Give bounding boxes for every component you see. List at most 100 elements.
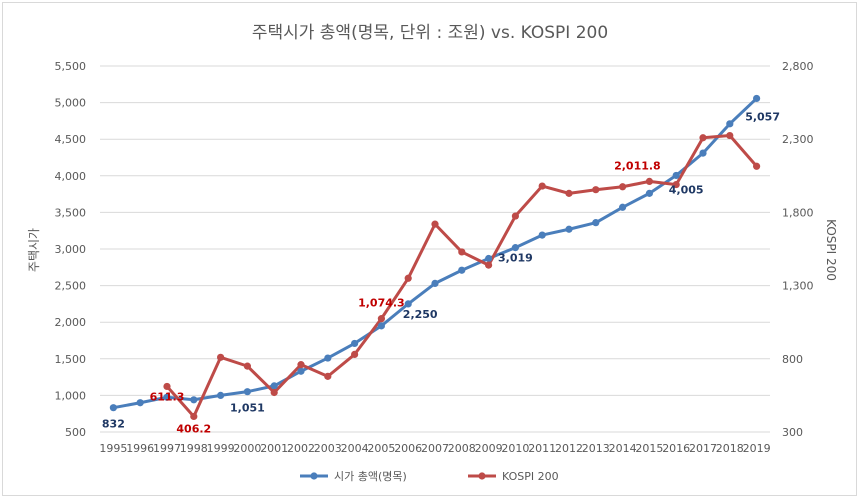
series-points xyxy=(109,94,761,421)
data-label: 832 xyxy=(102,418,125,431)
data-label: 2,011.8 xyxy=(614,159,661,172)
series-point-0 xyxy=(190,396,198,404)
series-point-1 xyxy=(538,182,546,190)
right-axis-label: KOSPI 200 xyxy=(824,219,838,281)
series-point-1 xyxy=(377,315,385,323)
left-axis-label: 주택시가 xyxy=(27,228,41,272)
right-tick-label: 1,800 xyxy=(782,206,814,219)
series-point-0 xyxy=(538,231,546,239)
series-point-0 xyxy=(324,354,332,362)
data-label: 4,005 xyxy=(669,183,704,196)
series-lines xyxy=(113,97,758,418)
series-point-0 xyxy=(431,279,439,288)
x-tick-label: 2007 xyxy=(421,442,449,455)
x-tick-label: 2002 xyxy=(287,442,315,455)
x-tick-label: 2013 xyxy=(582,442,610,455)
data-label: 2,250 xyxy=(403,308,438,321)
data-label: 5,057 xyxy=(745,110,780,123)
series-point-1 xyxy=(404,274,412,282)
data-label: 1,051 xyxy=(230,402,265,415)
series-point-0 xyxy=(726,120,734,128)
x-tick-label: 2009 xyxy=(475,442,503,455)
x-tick-label: 2017 xyxy=(689,442,717,455)
x-tick-label: 1996 xyxy=(126,442,154,455)
x-tick-label: 2019 xyxy=(743,442,771,455)
legend-marker-0 xyxy=(310,472,318,480)
series-point-0 xyxy=(753,94,761,103)
right-tick-label: 1,300 xyxy=(782,280,814,293)
data-label: 406.2 xyxy=(176,422,211,435)
left-tick-label: 4,000 xyxy=(55,170,87,183)
legend-marker-1 xyxy=(478,472,486,480)
series-point-0 xyxy=(619,203,627,211)
series-point-1 xyxy=(431,220,439,228)
data-labels: 832 1,051 2,250 3,019 4,005 5,057 611.3 406.2 1,… xyxy=(102,110,780,435)
data-label: 1,074.3 xyxy=(358,297,405,310)
x-tick-label: 1997 xyxy=(153,442,181,455)
left-tick-label: 4,500 xyxy=(55,133,87,146)
left-tick-label: 1,500 xyxy=(55,353,87,366)
legend-label: 시가 총액(명목) xyxy=(334,470,407,483)
series-point-0 xyxy=(485,254,493,263)
series-point-0 xyxy=(592,219,600,227)
chart-title: 주택시가 총액(명목, 단위 : 조원) vs. KOSPI 200 xyxy=(252,23,608,43)
series-point-1 xyxy=(565,189,573,197)
legend-label: KOSPI 200 xyxy=(502,470,559,483)
data-label: 3,019 xyxy=(498,252,533,265)
series-point-1 xyxy=(726,131,734,140)
series-point-1 xyxy=(672,180,680,189)
series-point-0 xyxy=(217,391,225,399)
legend: 시가 총액(명목) KOSPI 200 xyxy=(300,470,559,483)
series-point-0 xyxy=(404,300,412,308)
series-point-1 xyxy=(297,361,305,369)
series-point-0 xyxy=(645,189,654,197)
series-point-1 xyxy=(699,134,707,142)
left-axis-ticks: 500 1,000 1,500 2,000 2,500 3,000 3,500 4,000 4,… xyxy=(55,60,87,439)
left-tick-label: 2,500 xyxy=(55,280,87,293)
x-tick-label: 1995 xyxy=(99,442,127,455)
series-line-0 xyxy=(113,97,758,410)
x-tick-label: 2015 xyxy=(635,442,663,455)
x-tick-label: 2004 xyxy=(341,442,369,455)
left-tick-label: 5,000 xyxy=(55,97,87,110)
series-point-1 xyxy=(485,261,493,269)
x-tick-label: 2000 xyxy=(233,442,261,455)
left-tick-label: 3,000 xyxy=(55,243,87,256)
x-tick-label: 2005 xyxy=(367,442,395,455)
left-tick-label: 500 xyxy=(65,426,86,439)
series-point-0 xyxy=(136,399,144,407)
right-tick-label: 300 xyxy=(782,426,803,439)
x-tick-label: 2008 xyxy=(448,442,476,455)
left-tick-label: 2,000 xyxy=(55,316,87,329)
data-label: 611.3 xyxy=(150,390,185,403)
right-tick-label: 2,300 xyxy=(782,133,814,146)
x-tick-label: 1998 xyxy=(180,442,208,455)
series-point-1 xyxy=(619,183,627,191)
x-tick-label: 2012 xyxy=(555,442,583,455)
series-point-1 xyxy=(324,372,332,380)
series-point-1 xyxy=(351,350,359,359)
x-tick-label: 2011 xyxy=(528,442,556,455)
series-point-0 xyxy=(458,266,466,274)
right-tick-label: 2,800 xyxy=(782,60,814,73)
x-tick-label: 2018 xyxy=(716,442,744,455)
x-tick-label: 2014 xyxy=(609,442,637,455)
series-point-1 xyxy=(190,412,198,421)
gridlines xyxy=(100,65,770,433)
series-point-0 xyxy=(511,244,519,252)
x-axis-ticks: 1995199619971998199920002001200220032004… xyxy=(99,442,770,455)
x-tick-label: 2016 xyxy=(662,442,690,455)
series-point-0 xyxy=(672,171,680,180)
series-point-1 xyxy=(511,212,519,220)
series-point-0 xyxy=(163,393,171,401)
left-tick-label: 3,500 xyxy=(55,206,87,219)
series-point-1 xyxy=(753,162,761,170)
series-point-1 xyxy=(217,353,225,361)
series-point-0 xyxy=(243,388,251,396)
x-tick-label: 2010 xyxy=(501,442,529,455)
series-point-0 xyxy=(565,225,573,233)
x-tick-label: 2006 xyxy=(394,442,422,455)
right-axis-ticks: 300 800 1,300 1,800 2,300 2,800 xyxy=(782,60,814,439)
series-point-1 xyxy=(645,177,654,185)
